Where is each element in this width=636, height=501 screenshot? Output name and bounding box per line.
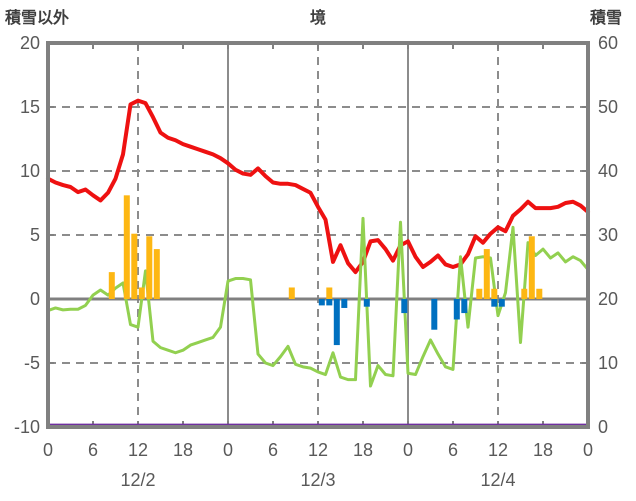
right-axis-tick-label: 40 bbox=[598, 161, 618, 181]
plot-frame bbox=[46, 41, 590, 429]
x-axis-date-label: 12/4 bbox=[480, 470, 515, 490]
red-line-series bbox=[46, 98, 590, 275]
orange-bars-bar bbox=[326, 287, 333, 299]
left-axis-tick-label: 20 bbox=[20, 33, 40, 53]
blue-bars-bar bbox=[498, 299, 505, 307]
x-axis-date-label: 12/3 bbox=[300, 470, 335, 490]
blue-bars-bar bbox=[453, 299, 460, 320]
x-axis-tick-label: 0 bbox=[223, 440, 233, 460]
x-axis-tick-label: 18 bbox=[173, 440, 193, 460]
orange-bars-bar bbox=[536, 288, 543, 299]
blue-bars-bar bbox=[333, 299, 340, 346]
orange-bars-bar bbox=[146, 236, 153, 299]
orange-bars-bar bbox=[138, 287, 145, 299]
right-axis-tick-label: 50 bbox=[598, 97, 618, 117]
left-axis-tick-label: -10 bbox=[14, 417, 40, 437]
left-axis-tick-label: 15 bbox=[20, 97, 40, 117]
blue-bars-bar bbox=[318, 299, 325, 306]
x-axis-tick-label: 6 bbox=[88, 440, 98, 460]
blue-bars-bar bbox=[431, 299, 438, 330]
orange-bars-bar bbox=[153, 249, 160, 299]
left-axis-tick-label: 10 bbox=[20, 161, 40, 181]
x-axis-tick-label: 12 bbox=[128, 440, 148, 460]
left-axis-tick-label: 5 bbox=[30, 225, 40, 245]
x-axis-tick-label: 0 bbox=[43, 440, 53, 460]
blue-bars-bar bbox=[326, 299, 333, 306]
green-line-series bbox=[46, 216, 590, 388]
right-axis-tick-label: 20 bbox=[598, 289, 618, 309]
x-axis-tick-label: 18 bbox=[353, 440, 373, 460]
blue-bars-bar bbox=[341, 299, 348, 308]
blue-bars-bar bbox=[491, 299, 498, 307]
right-axis-tick-label: 30 bbox=[598, 225, 618, 245]
orange-bars-bar bbox=[288, 287, 295, 299]
x-axis-tick-label: 0 bbox=[583, 440, 593, 460]
x-axis-tick-label: 6 bbox=[448, 440, 458, 460]
x-axis-tick-label: 0 bbox=[403, 440, 413, 460]
orange-bars-bar bbox=[483, 249, 490, 299]
blue-bars-bar bbox=[461, 299, 468, 314]
x-axis-date-label: 12/2 bbox=[120, 470, 155, 490]
orange-bars-bar bbox=[491, 288, 498, 299]
orange-bars-bar bbox=[131, 233, 138, 299]
chart-title: 境 bbox=[309, 10, 326, 27]
right-axis-tick-label: 60 bbox=[598, 33, 618, 53]
left-axis-title: 積雪以外 bbox=[5, 10, 70, 27]
left-axis-tick-label: -5 bbox=[24, 353, 40, 373]
right-axis-title: 積雪 bbox=[589, 10, 622, 27]
blue-bars-bar bbox=[401, 299, 408, 314]
right-axis-tick-label: 10 bbox=[598, 353, 618, 373]
orange-bars-bar bbox=[528, 236, 535, 299]
x-axis-tick-label: 6 bbox=[268, 440, 278, 460]
left-axis-tick-label: 0 bbox=[30, 289, 40, 309]
orange-bars-bar bbox=[521, 288, 528, 299]
orange-bars-bar bbox=[476, 288, 483, 299]
blue-bars-bar bbox=[363, 299, 370, 307]
x-axis-tick-label: 12 bbox=[308, 440, 328, 460]
right-axis-tick-label: 0 bbox=[598, 417, 608, 437]
x-axis-tick-label: 12 bbox=[488, 440, 508, 460]
x-axis-tick-label: 18 bbox=[533, 440, 553, 460]
orange-bars-bar bbox=[108, 272, 115, 299]
orange-bars-bar bbox=[123, 195, 130, 299]
